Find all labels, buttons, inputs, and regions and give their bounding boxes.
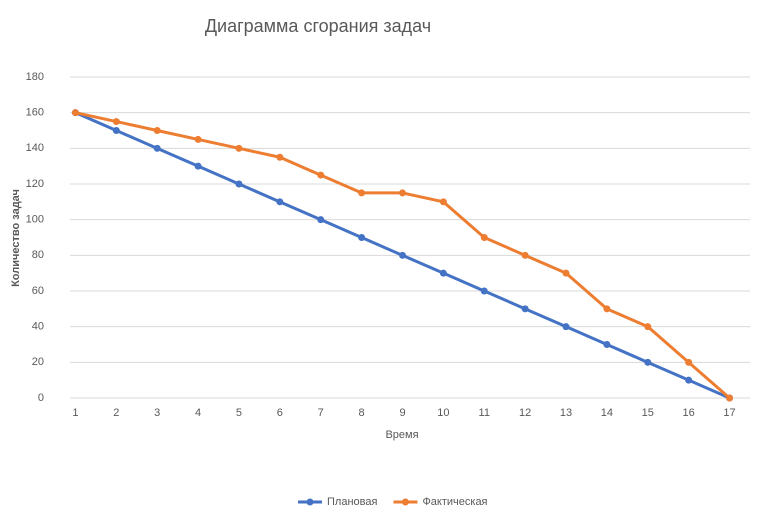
y-tick-label: 160: [26, 107, 44, 119]
data-point: [603, 305, 611, 313]
data-point: [603, 341, 611, 348]
data-point: [71, 109, 79, 117]
data-point: [358, 234, 366, 241]
data-point: [112, 118, 120, 126]
data-point: [726, 394, 734, 402]
y-tick-label: 120: [26, 178, 44, 190]
data-point: [439, 269, 447, 277]
x-axis-label: Время: [385, 429, 418, 441]
legend-marker: [401, 498, 409, 506]
x-tick-label: 10: [437, 407, 449, 419]
x-tick-label: 2: [113, 407, 119, 419]
data-point: [644, 323, 652, 331]
x-tick-label: 17: [723, 407, 735, 419]
data-point: [235, 180, 243, 188]
legend-label: Плановая: [327, 496, 377, 508]
y-tick-label: 20: [32, 356, 44, 368]
y-tick-label: 100: [26, 214, 44, 226]
data-point: [276, 198, 284, 206]
x-tick-label: 7: [318, 407, 324, 419]
legend-marker: [306, 498, 314, 506]
x-tick-label: 13: [560, 407, 572, 419]
data-point: [399, 251, 406, 259]
data-point: [276, 153, 284, 161]
data-point: [153, 144, 161, 152]
data-point: [235, 144, 243, 152]
y-tick-label: 0: [38, 392, 44, 404]
x-tick-label: 11: [479, 407, 490, 419]
x-tick-label: 3: [154, 407, 160, 419]
data-point: [644, 358, 652, 366]
y-tick-label: 80: [32, 249, 44, 261]
y-tick-label: 40: [32, 321, 44, 333]
data-point: [194, 135, 202, 143]
data-point: [194, 162, 202, 170]
y-tick-label: 60: [32, 285, 44, 297]
y-axis-label: Количество задач: [10, 189, 22, 287]
data-point: [685, 358, 693, 366]
x-tick-label: 5: [236, 407, 242, 419]
data-point: [521, 305, 529, 313]
data-point: [685, 376, 693, 384]
chart-title: Диаграмма сгорания задач: [205, 16, 431, 36]
x-tick-label: 16: [683, 407, 695, 419]
data-point: [399, 189, 406, 197]
data-point: [439, 198, 447, 206]
x-tick-label: 6: [277, 407, 283, 419]
data-point: [317, 216, 325, 224]
data-point: [521, 251, 529, 259]
data-point: [480, 234, 488, 241]
legend-label: Фактическая: [422, 496, 487, 508]
data-point: [358, 189, 366, 197]
data-point: [317, 171, 325, 179]
data-point: [112, 127, 120, 134]
data-point: [562, 323, 570, 331]
x-tick-label: 9: [399, 407, 405, 419]
data-point: [153, 127, 161, 134]
x-tick-label: 1: [72, 407, 78, 419]
y-tick-label: 180: [26, 71, 44, 83]
y-tick-label: 140: [26, 142, 44, 154]
data-point: [480, 287, 488, 295]
x-tick-label: 14: [601, 407, 613, 419]
x-tick-label: 8: [359, 407, 365, 419]
x-tick-label: 15: [642, 407, 654, 419]
x-tick-label: 12: [519, 407, 531, 419]
x-tick-label: 4: [195, 407, 201, 419]
data-point: [562, 269, 570, 277]
